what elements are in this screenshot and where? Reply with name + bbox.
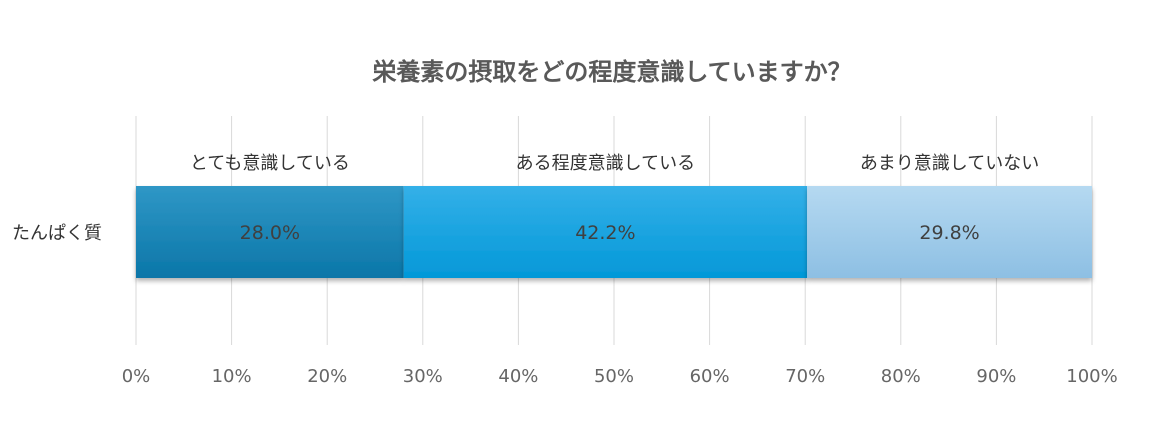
x-tick-label: 90% xyxy=(976,366,1016,387)
x-tick-label: 10% xyxy=(212,366,252,387)
bar-segment xyxy=(136,186,404,278)
bar-segment xyxy=(403,186,808,278)
series-label: とても意識している xyxy=(190,153,350,174)
bars: 28.0% 42.2% 29.8% xyxy=(136,186,1092,278)
x-tick-label: 100% xyxy=(1066,366,1117,387)
category-label: たんぱく質 xyxy=(12,223,102,244)
x-tick-label: 60% xyxy=(690,366,730,387)
data-label: 42.2% xyxy=(575,222,635,244)
x-tick-label: 70% xyxy=(785,366,825,387)
segment-labels: とても意識している ある程度意識している あまり意識していない xyxy=(190,153,1039,174)
bar-segment xyxy=(807,186,1092,278)
x-tick-label: 30% xyxy=(403,366,443,387)
x-tick-label: 0% xyxy=(122,366,151,387)
data-label: 28.0% xyxy=(240,222,300,244)
data-label: 29.8% xyxy=(919,222,979,244)
x-tick-label: 20% xyxy=(307,366,347,387)
x-tick-label: 80% xyxy=(881,366,921,387)
x-tick-label: 40% xyxy=(498,366,538,387)
chart-title: 栄養素の摂取をどの程度意識していますか？ xyxy=(371,58,851,86)
category-labels: たんぱく質 xyxy=(12,223,102,244)
x-axis-ticks: 0% 10% 20% 30% 40% 50% 60% 70% 80% 90% 100% xyxy=(122,366,1118,387)
series-label: あまり意識していない xyxy=(860,153,1039,174)
series-label: ある程度意識している xyxy=(516,153,695,174)
x-tick-label: 50% xyxy=(594,366,634,387)
